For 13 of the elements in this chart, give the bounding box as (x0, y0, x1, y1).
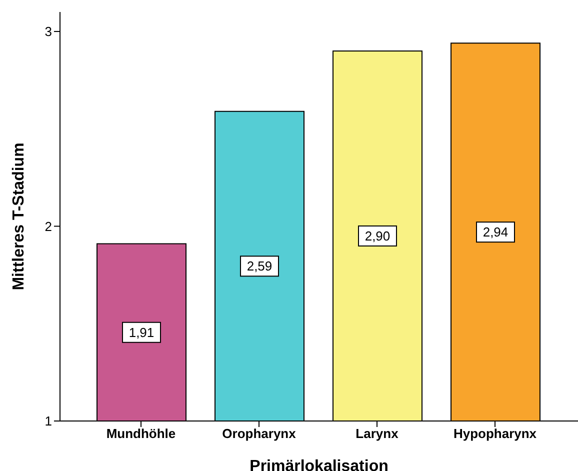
data-label: 2,94 (482, 224, 508, 240)
data-label: 1,91 (128, 324, 154, 340)
x-tick-label: Oropharynx (222, 426, 297, 442)
x-tick-label: Mundhöhle (106, 426, 176, 442)
x-tick-label: Hypopharynx (453, 426, 538, 442)
y-tick-label: 1 (44, 414, 52, 429)
y-axis-title: Mittleres T-Stadium (10, 142, 28, 290)
y-tick-label: 2 (44, 218, 52, 234)
x-axis-title: Primärlokalisation (250, 458, 388, 471)
data-label: 2,59 (246, 258, 272, 274)
data-label: 2,90 (364, 228, 390, 244)
x-tick-label: Larynx (356, 426, 400, 442)
y-tick-label: 3 (44, 24, 52, 40)
